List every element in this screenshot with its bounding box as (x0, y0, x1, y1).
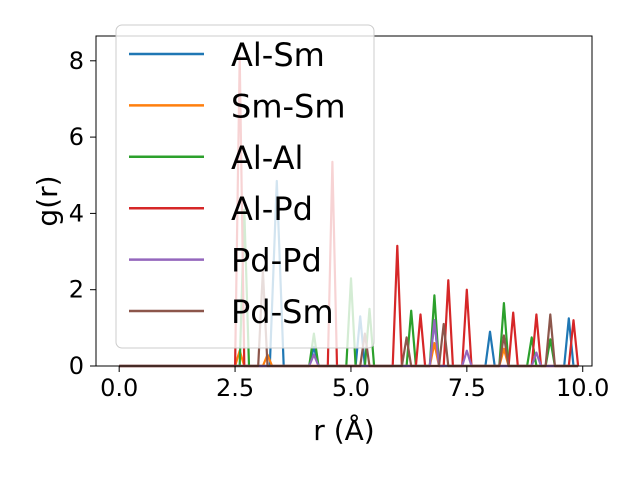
x-tick-label: 2.5 (216, 374, 254, 402)
legend-label-pd-pd: Pd-Pd (231, 242, 322, 280)
y-tick-label: 6 (69, 123, 84, 151)
x-axis-label: r (Å) (313, 413, 374, 447)
x-tick-label: 10.0 (556, 374, 609, 402)
x-tick-label: 5.0 (332, 374, 370, 402)
x-axis-ticks: 0.0 2.5 5.0 7.5 10.0 (100, 366, 609, 402)
legend-label-pd-sm: Pd-Sm (231, 293, 334, 331)
y-tick-label: 2 (69, 276, 84, 304)
legend: Al-Sm Sm-Sm Al-Al Al-Pd Pd-Pd Pd-Sm (115, 24, 375, 349)
legend-label-sm-sm: Sm-Sm (231, 87, 346, 125)
y-tick-label: 0 (69, 352, 84, 380)
legend-label-al-al: Al-Al (231, 139, 303, 177)
x-tick-label: 7.5 (448, 374, 486, 402)
legend-label-al-pd: Al-Pd (231, 190, 313, 228)
x-tick-label: 0.0 (100, 374, 138, 402)
y-tick-label: 4 (69, 199, 84, 227)
legend-label-al-sm: Al-Sm (231, 36, 325, 74)
y-axis-ticks: 0 2 4 6 8 (69, 47, 96, 380)
y-tick-label: 8 (69, 47, 84, 75)
y-axis-label: g(r) (31, 175, 64, 226)
